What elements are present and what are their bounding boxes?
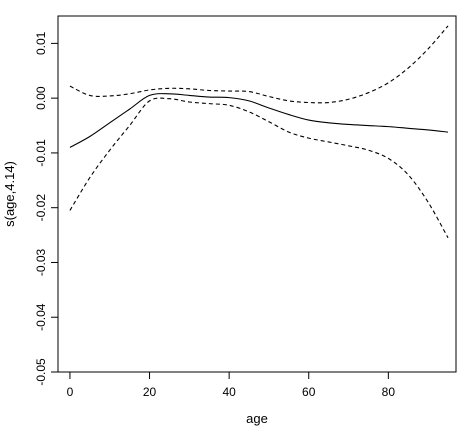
upper-confidence-band-line: [69, 25, 449, 104]
y-tick-label: -0.02: [34, 194, 48, 222]
x-tick-label: 80: [382, 385, 396, 399]
plot-frame: [57, 15, 457, 373]
y-tick-label: -0.04: [34, 303, 48, 331]
y-tick-label: 0.00: [34, 86, 48, 110]
series-layer: [69, 25, 449, 239]
x-tick-label: 60: [302, 385, 316, 399]
y-tick-label: -0.01: [34, 139, 48, 167]
x-tick-label: 40: [222, 385, 236, 399]
lower-confidence-band-line: [69, 97, 449, 239]
y-tick-label: -0.03: [34, 248, 48, 276]
x-axis-title: age: [246, 411, 268, 426]
y-tick-label: -0.05: [34, 358, 48, 386]
y-axis: -0.05 -0.04 -0.03 -0.02 -0.01 0.00 0.01: [34, 31, 58, 386]
x-tick-label: 0: [67, 385, 74, 399]
smooth-estimate-line: [69, 93, 449, 148]
y-tick-label: 0.01: [34, 31, 48, 55]
x-axis: 0 20 40 60 80: [67, 372, 396, 399]
x-tick-label: 20: [143, 385, 157, 399]
y-axis-title: s(age,4.14): [2, 161, 17, 227]
